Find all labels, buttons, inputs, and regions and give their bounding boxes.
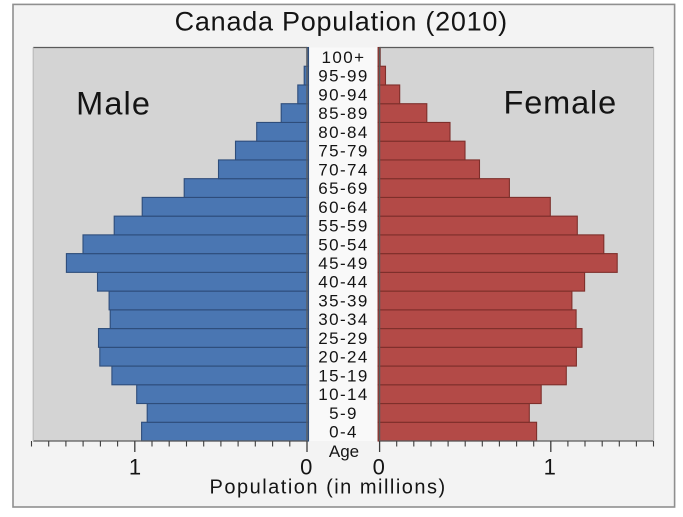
svg-text:40-44: 40-44: [318, 273, 368, 292]
svg-text:45-49: 45-49: [318, 254, 368, 273]
svg-text:Female: Female: [504, 84, 617, 120]
svg-text:55-59: 55-59: [318, 217, 368, 236]
svg-text:20-24: 20-24: [318, 348, 368, 367]
svg-text:70-74: 70-74: [318, 160, 368, 179]
svg-text:60-64: 60-64: [318, 198, 368, 217]
svg-text:15-19: 15-19: [318, 366, 368, 385]
svg-text:0: 0: [373, 455, 385, 480]
svg-text:Age: Age: [329, 442, 359, 461]
svg-text:25-29: 25-29: [318, 329, 368, 348]
svg-text:1: 1: [129, 455, 141, 480]
svg-text:80-84: 80-84: [318, 123, 368, 142]
svg-text:50-54: 50-54: [318, 235, 368, 254]
svg-text:0: 0: [300, 455, 312, 480]
svg-text:90-94: 90-94: [318, 85, 368, 104]
svg-text:Canada Population (2010): Canada Population (2010): [175, 6, 508, 36]
svg-text:5-9: 5-9: [329, 404, 358, 423]
svg-text:75-79: 75-79: [318, 142, 368, 161]
svg-text:35-39: 35-39: [318, 291, 368, 310]
svg-text:10-14: 10-14: [318, 385, 368, 404]
svg-text:30-34: 30-34: [318, 310, 368, 329]
svg-text:Population (in millions): Population (in millions): [209, 477, 446, 499]
svg-text:65-69: 65-69: [318, 179, 368, 198]
svg-text:100+: 100+: [322, 48, 366, 67]
svg-text:95-99: 95-99: [318, 67, 368, 86]
svg-text:0-4: 0-4: [329, 423, 358, 442]
svg-text:Male: Male: [76, 86, 151, 122]
svg-text:85-89: 85-89: [318, 104, 368, 123]
svg-text:1: 1: [544, 455, 556, 480]
